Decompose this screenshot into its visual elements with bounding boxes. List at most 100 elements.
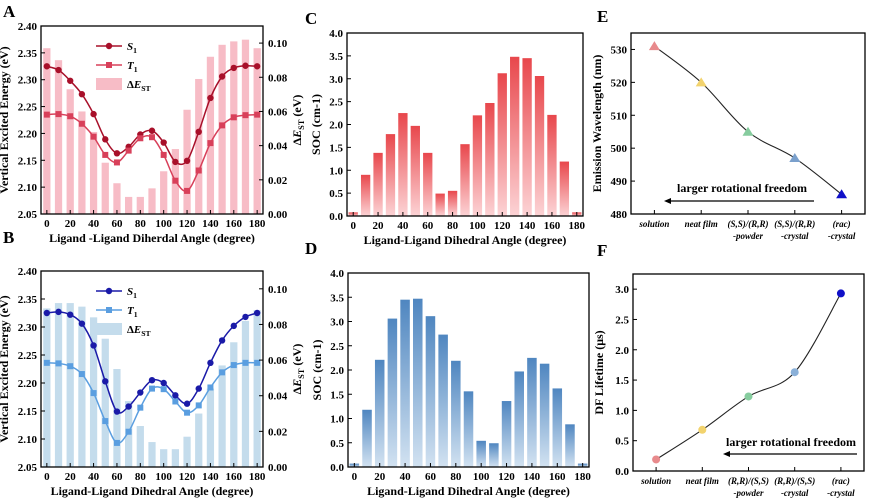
y-tick-label: 2.35 [18,48,38,60]
data-point [698,425,707,434]
x-tick-label: 160 [549,471,566,483]
point-S1 [230,322,237,330]
y-axis-label: Vertical Excited Energy (eV) [0,295,11,442]
y-tick-label: 2.25 [18,350,38,362]
data-point [742,126,754,136]
panel-B: 2.05 2.10 2.15 2.20 2.25 2.30 2.35 2.40 0.00 0.02… [0,228,306,498]
arrow-left-icon [723,451,730,457]
y-tick-label: 1.0 [615,405,629,417]
y-axis-label: DF Lifetime (μs) [592,330,606,414]
data-point [744,392,753,401]
y-tick-label: 0.08 [268,72,288,84]
x-tick-label: 180 [569,220,586,232]
x-tick-label: 180 [249,218,266,230]
y-tick-label: 0.00 [268,462,288,474]
panel-C: 0.0 0.5 1.0 1.5 2.0 2.5 3.0 3.5 4.0 0 20 40 60 80 100 1… [305,9,586,247]
y-tick-label: 2.5 [329,97,343,109]
bar-delta-est [171,449,179,467]
x-tick-label: 40 [88,218,100,230]
bar-delta-est [101,162,109,214]
point-T1 [67,113,74,120]
point-S1 [242,62,249,69]
bar-soc [447,190,458,216]
y-tick-label: 480 [611,209,628,221]
y-tick-label: 2.20 [18,128,38,140]
point-S1 [113,408,121,415]
bar-soc [400,299,410,467]
point-S1 [55,66,62,74]
point-T1 [55,111,62,118]
point-S1 [253,309,261,317]
category-label: -crystal [827,488,855,498]
legend-swatch [96,323,122,335]
panel-E: 480 490 500 510 520 530 solution neat film (S,S)… [590,7,866,241]
category-label: -powder [733,231,763,241]
bar-delta-est [206,56,215,214]
plot-frame [40,270,264,468]
x-tick-label: 80 [447,220,459,232]
x-tick-label: 160 [226,218,243,230]
bar-soc [451,360,461,467]
x-axis-label: Ligand-Ligand Dihedral Angle (degree) [367,484,570,498]
y-tick-label: 0.02 [268,175,288,187]
y-tick-label: 1.5 [615,375,629,387]
y-tick-label: 500 [611,143,628,155]
bar-delta-est [230,342,238,467]
bar-delta-est [183,436,191,467]
x-tick-label: 180 [574,471,591,483]
y-axis-label: Emission Wavelength (nm) [590,55,604,193]
category-label: (R,R)/(S,S) [728,476,769,486]
y-tick-label: 2.5 [330,341,344,353]
legend-label: T1 [127,305,138,319]
category-label: solution [640,476,671,486]
y-tick-label: 1.5 [330,389,344,401]
point-S1 [172,158,179,166]
point-T1 [55,360,62,367]
panel-letter: F [597,241,607,260]
x-tick-label: 0 [350,220,356,232]
category-label: -crystal [781,231,809,241]
y-tick-label: 2.15 [18,406,38,418]
point-T1 [184,409,191,416]
point-S1 [148,377,156,384]
point-T1 [113,159,120,166]
x-tick-label: 20 [374,471,386,483]
point-T1 [43,359,50,366]
bar-delta-est [78,306,86,467]
y-tick-label: 490 [611,176,628,188]
bar-delta-est [148,188,156,214]
bar-soc [435,193,445,216]
y-tick-label: 2.40 [18,21,38,33]
y-tick-label: 2.0 [330,365,344,377]
bar-soc [501,401,512,467]
y-tick-label: 2.35 [18,294,38,306]
y-tick-label: 2.10 [18,182,38,194]
x-tick-label: 20 [65,471,77,483]
point-S1 [160,139,167,146]
point-T1 [43,111,50,118]
point-S1 [55,308,62,316]
y-tick-label: 1.5 [329,142,343,154]
point-S1 [195,385,202,392]
legend-marker [106,307,112,313]
point-T1 [172,177,179,184]
category-label: -crystal [781,488,809,498]
bar-soc [497,73,507,216]
point-S1 [207,359,214,367]
y-axis-label: Vertical Excited Energy (eV) [0,46,11,193]
x-tick-label: 120 [494,220,511,232]
x-tick-label: 60 [111,471,123,483]
category-label: (rac) [832,476,850,486]
category-label: neat film [685,219,718,229]
category-label: -powder [734,488,764,498]
point-T1 [102,151,109,158]
y-tick-label: 2.30 [18,322,38,334]
bar-soc [539,363,550,467]
data-point [790,368,799,377]
bar-soc [362,409,372,467]
bar-soc [514,371,524,467]
bar-delta-est [125,196,133,214]
legend-marker [105,42,113,50]
y-tick-label: 3.0 [329,74,343,86]
